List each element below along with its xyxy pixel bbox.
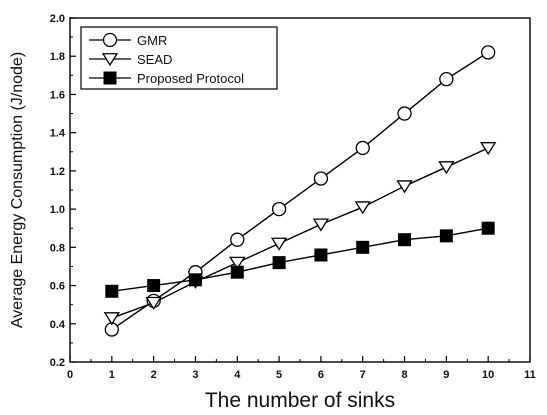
data-point xyxy=(272,256,286,270)
data-point xyxy=(230,232,245,247)
series-sead xyxy=(103,142,497,326)
data-point xyxy=(271,201,287,217)
legend-marker xyxy=(101,53,119,67)
y-tick-label: 1.2 xyxy=(50,166,65,178)
x-tick-label: 6 xyxy=(318,369,324,381)
data-point xyxy=(105,284,119,298)
legend-item-gmr: GMR xyxy=(89,32,167,48)
axis-ticks: 0 1 2 3 4 5 6 7 8 9 10 11 0.2 0.4 0.6 0.8 1.0 1.2 1.4 1.6 1.… xyxy=(50,13,536,381)
legend-label: GMR xyxy=(137,33,167,48)
series-line-sead xyxy=(111,147,489,319)
x-tick-label: 0 xyxy=(67,369,73,381)
data-point xyxy=(312,218,330,232)
data-point xyxy=(356,240,370,254)
data-point xyxy=(103,312,120,326)
y-tick-label: 0.2 xyxy=(50,357,65,369)
series-line-gmr xyxy=(111,51,489,331)
x-tick-label: 11 xyxy=(524,369,536,381)
y-tick-label: 1.6 xyxy=(50,89,65,101)
series-line-proposed-protocol xyxy=(111,227,489,292)
x-tick-label: 7 xyxy=(360,369,366,381)
legend-marker xyxy=(102,32,118,48)
plot-frame xyxy=(69,17,531,363)
x-tick-label: 3 xyxy=(192,369,198,381)
data-point xyxy=(230,265,244,279)
x-tick-label: 9 xyxy=(443,369,449,381)
legend-label: SEAD xyxy=(137,52,172,67)
x-axis-title: The number of sinks xyxy=(205,389,395,412)
y-tick-label: 1.4 xyxy=(50,128,66,140)
x-tick-label: 2 xyxy=(151,369,157,381)
data-point xyxy=(439,72,454,87)
series-proposed-protocol xyxy=(105,221,495,298)
data-point xyxy=(229,256,246,270)
data-point xyxy=(314,248,328,262)
y-tick-label: 0.6 xyxy=(50,281,65,293)
data-point xyxy=(354,201,371,215)
data-point xyxy=(398,233,412,247)
data-point xyxy=(313,171,329,186)
x-tick-label: 8 xyxy=(401,369,407,381)
data-point xyxy=(397,106,412,121)
legend-marker xyxy=(103,71,117,85)
legend: GMR SEAD Proposed Protocol xyxy=(80,26,278,90)
data-point xyxy=(439,229,453,243)
data-point xyxy=(147,279,161,293)
data-point xyxy=(188,273,202,287)
legend-item-sead: SEAD xyxy=(89,52,172,67)
data-point xyxy=(355,140,370,156)
x-tick-label: 10 xyxy=(482,369,494,381)
x-tick-label: 5 xyxy=(276,369,282,381)
y-tick-label: 1.8 xyxy=(50,51,65,63)
data-point xyxy=(481,221,495,235)
y-tick-label: 2.0 xyxy=(50,13,65,25)
data-point xyxy=(270,237,288,251)
data-point xyxy=(145,296,162,310)
y-tick-label: 1.0 xyxy=(50,204,65,216)
y-tick-label: 0.4 xyxy=(50,319,66,331)
y-tick-label: 0.8 xyxy=(50,242,65,254)
data-point xyxy=(480,142,497,156)
data-point xyxy=(438,161,455,175)
x-tick-label: 4 xyxy=(234,369,241,381)
plot-marks xyxy=(103,45,497,337)
data-point xyxy=(481,45,496,60)
x-tick-label: 1 xyxy=(109,369,115,381)
data-point xyxy=(396,180,413,194)
y-axis-title: Average Energy Consumption (J/node) xyxy=(9,52,26,328)
legend-item-proposed-protocol: Proposed Protocol xyxy=(89,71,244,86)
legend-label: Proposed Protocol xyxy=(137,71,244,86)
